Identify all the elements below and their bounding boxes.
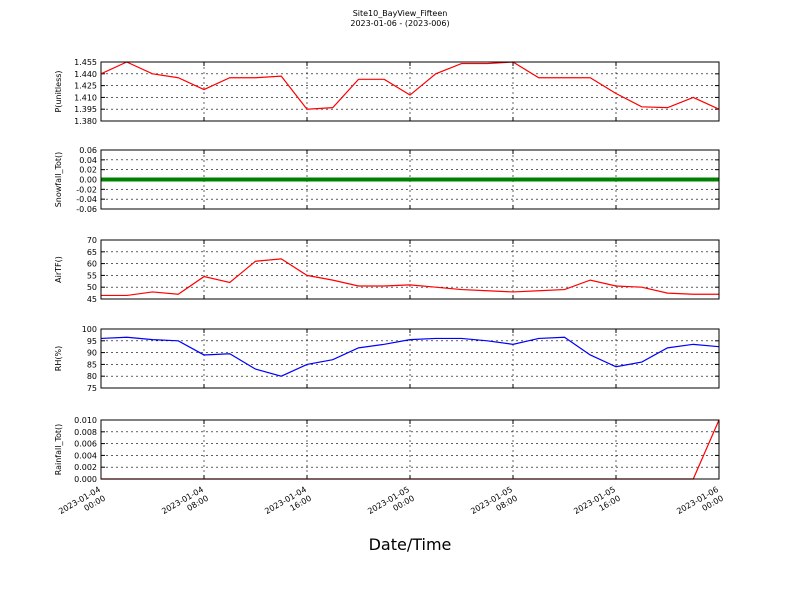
y-tick-label: 1.380 (74, 117, 97, 126)
plot-frame (100, 419, 720, 480)
x-tick-label: 2023-01-0416:00 (263, 485, 313, 525)
data-line (101, 258, 719, 297)
y-axis-label: AirTF() (54, 256, 63, 283)
y-tick-label: 1.410 (74, 93, 97, 102)
data-line (100, 336, 720, 377)
y-tick-label: 100 (82, 325, 97, 334)
y-tick-label: 1.395 (74, 105, 97, 114)
y-tick-label: 70 (87, 236, 97, 245)
x-tick-label: 2023-01-0408:00 (160, 485, 210, 525)
y-axis-label: Rainfall_Tot() (54, 424, 63, 476)
y-tick-label: 65 (87, 248, 97, 257)
y-tick-label: 1.455 (74, 58, 97, 67)
y-tick-label: 90 (87, 349, 97, 358)
y-tick-label: 55 (87, 271, 97, 280)
data-line (100, 61, 720, 110)
y-tick-label: 60 (87, 260, 97, 269)
y-tick-label: 1.425 (74, 82, 97, 91)
y-tick-label: 85 (87, 360, 97, 369)
y-axis-label: RH(%) (54, 346, 63, 371)
x-tick-label: 2023-01-0516:00 (572, 485, 622, 525)
y-tick-label: 0.010 (74, 416, 97, 425)
chart-subtitle: 2023-01-06 - (2023-006) (350, 19, 449, 28)
y-axis-label: P(unitless) (54, 70, 63, 112)
y-tick-label: 95 (87, 337, 97, 346)
y-tick-label: 0.000 (74, 475, 97, 484)
chart-title: Site10_BayView_Fifteen (353, 9, 448, 18)
y-axis-label: Snowfall_Tot() (54, 152, 63, 208)
y-tick-label: 50 (87, 283, 97, 292)
y-tick-label: -0.02 (76, 185, 97, 194)
y-tick-label: -0.04 (76, 195, 97, 204)
plot-frame (100, 328, 720, 389)
plot-frame (100, 61, 720, 122)
y-tick-label: 0.006 (74, 440, 97, 449)
y-tick-label: 0.02 (79, 166, 97, 175)
y-tick-label: 0.00 (79, 176, 97, 185)
y-tick-label: 0.002 (74, 463, 97, 472)
plot-frame (100, 149, 720, 210)
y-tick-label: 75 (87, 384, 97, 393)
y-tick-label: 45 (87, 295, 97, 304)
y-tick-label: -0.06 (76, 205, 97, 214)
y-tick-label: 0.04 (79, 156, 97, 165)
x-tick-label: 2023-01-0508:00 (469, 485, 519, 525)
x-axis-label: Date/Time (369, 535, 452, 554)
y-tick-label: 1.440 (74, 70, 97, 79)
plot-frame (100, 239, 720, 300)
y-tick-label: 0.06 (79, 146, 97, 155)
x-tick-label: 2023-01-0600:00 (675, 485, 725, 525)
y-tick-label: 80 (87, 372, 97, 381)
y-tick-label: 0.008 (74, 428, 97, 437)
x-tick-label: 2023-01-0500:00 (366, 485, 416, 525)
x-tick-label: 2023-01-0400:00 (57, 485, 107, 525)
y-tick-label: 0.004 (74, 451, 97, 460)
